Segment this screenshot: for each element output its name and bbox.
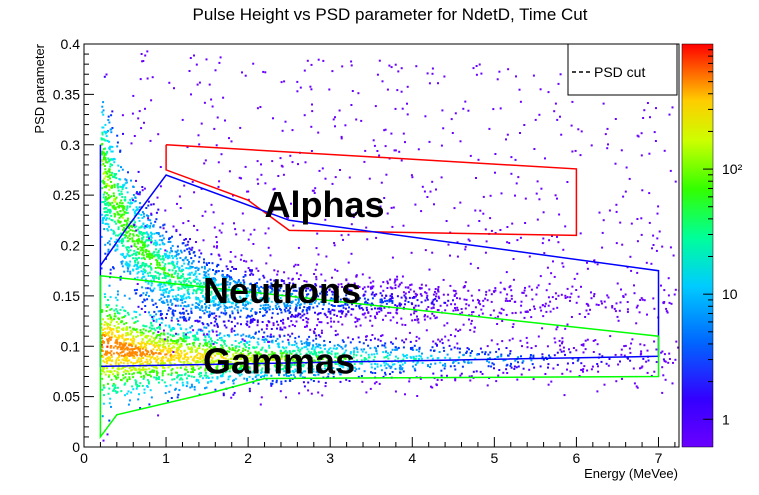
- colorbar-tick-label: 1: [722, 411, 730, 427]
- colorbar-ticks: 1 10 10²: [703, 49, 743, 427]
- x-tick-label: 3: [326, 450, 334, 466]
- y-tick-label: 0: [72, 439, 80, 455]
- cut-alphas: [165, 144, 578, 237]
- region-label-alphas: Alphas: [265, 184, 385, 225]
- cut-regions: [99, 144, 660, 440]
- y-tick-label: 0.2: [61, 238, 81, 254]
- x-tick-label: 6: [573, 450, 581, 466]
- y-axis: 0 0.05 0.1 0.15 0.2 0.25 0.3 0.35 0.4: [53, 36, 94, 455]
- colorbar-tick-label: 10: [722, 286, 738, 302]
- colorbar-frame: [681, 43, 714, 448]
- x-axis: 0 1 2 3 4 5 6 7: [80, 437, 676, 466]
- y-axis-label: PSD parameter: [32, 43, 47, 133]
- y-tick-label: 0.4: [61, 36, 81, 52]
- x-tick-label: 7: [655, 450, 663, 466]
- x-tick-label: 0: [80, 450, 88, 466]
- x-tick-label: 2: [244, 450, 252, 466]
- y-tick-label: 0.35: [53, 86, 80, 102]
- y-tick-label: 0.3: [61, 137, 81, 153]
- cut-neutrons: [99, 144, 660, 368]
- colorbar-gradient: [682, 44, 713, 447]
- cut-gammas: [99, 274, 660, 440]
- x-tick-label: 1: [162, 450, 170, 466]
- legend: PSD cut: [567, 43, 678, 96]
- region-label-neutrons: Neutrons: [203, 270, 361, 311]
- legend-box: [567, 43, 678, 96]
- y-tick-label: 0.25: [53, 187, 80, 203]
- y-tick-label: 0.1: [61, 338, 81, 354]
- legend-entry-psd-cut: PSD cut: [594, 64, 645, 80]
- heatmap: [100, 50, 679, 442]
- x-tick-label: 4: [408, 450, 416, 466]
- y-tick-label: 0.15: [53, 288, 80, 304]
- x-axis-label: Energy (MeVee): [584, 466, 678, 481]
- region-annotations: Alphas Neutrons Gammas: [203, 184, 385, 381]
- x-tick-label: 5: [490, 450, 498, 466]
- region-label-gammas: Gammas: [203, 340, 355, 381]
- chart-title: Pulse Height vs PSD parameter for NdetD,…: [193, 5, 588, 24]
- y-tick-label: 0.05: [53, 389, 80, 405]
- colorbar-tick-label: 10²: [722, 161, 743, 177]
- colorbar: 1 10 10²: [681, 43, 743, 448]
